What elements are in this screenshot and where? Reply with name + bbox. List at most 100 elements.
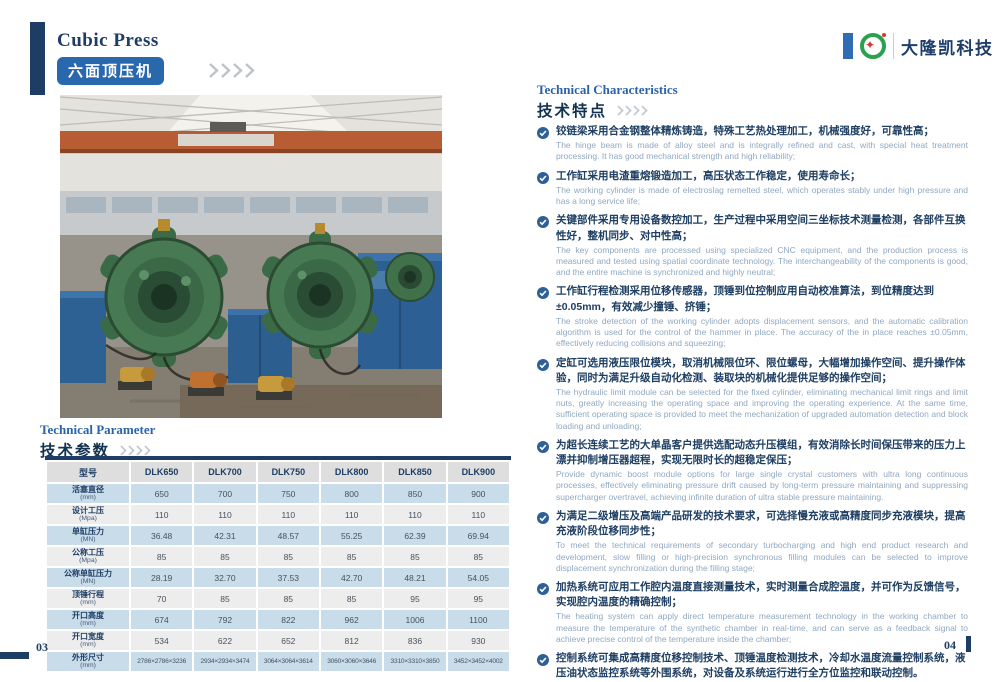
chevrons-icon — [208, 62, 260, 84]
feature-text-zh: 定缸可选用液压限位模块，取消机械限位环、限位螺母，大幅增加操作空间、提升操作体验… — [556, 356, 966, 384]
table-cell: 42.70 — [320, 568, 383, 587]
table-cell: 54.05 — [447, 568, 509, 587]
logo-registered-mark — [882, 33, 886, 37]
feature-item: 控制系统可集成高精度位移控制技术、顶锤温度检测技术，冷却水温度流量控制系统，液压… — [537, 651, 968, 682]
logo-divider — [893, 33, 894, 59]
table-cell: 85 — [257, 589, 319, 608]
feature-text-en: The stroke detection of the working cyli… — [556, 315, 968, 349]
check-icon — [537, 358, 549, 432]
row-label: 顶锤行程 (mm) — [47, 589, 129, 608]
page-title: Cubic Press — [57, 30, 159, 51]
page-number-right: 04 — [944, 638, 956, 652]
table-cell: 3064×3064×3614 — [257, 652, 319, 671]
table-cell: 1100 — [447, 610, 509, 629]
table-cell: 37.53 — [257, 568, 319, 587]
table-cell: 110 — [194, 505, 256, 524]
row-label: 公称单缸压力 (MN) — [47, 568, 129, 587]
feature-text-en: The hydraulic limit module can be select… — [556, 386, 968, 431]
feature-text-zh: 为超长连续工艺的大单晶客户提供选配动态升压模组，有效消除长时间保压带来的压力上漂… — [556, 438, 966, 467]
factory-photo — [60, 95, 442, 418]
check-icon — [537, 511, 549, 574]
check-icon — [537, 440, 549, 503]
company-name: 大隆凯科技 — [901, 38, 994, 58]
table-cell: 3060×3060×3646 — [320, 652, 383, 671]
section-title-parameter-zh: 技术参数 — [40, 443, 111, 460]
table-cell: 836 — [384, 631, 446, 650]
row-label: 设计工压 (Mpa) — [47, 505, 129, 524]
table-cell: 28.19 — [131, 568, 193, 587]
table-cell: 85 — [194, 547, 256, 566]
table-cell: 69.94 — [447, 526, 509, 545]
table-cell: 85 — [447, 547, 509, 566]
check-icon — [537, 126, 549, 163]
table-cell: 1006 — [384, 610, 446, 629]
feature-text-en: The working cylinder is made of electros… — [556, 184, 968, 207]
table-header-row: 型号 DLK650 DLK700 DLK750 DLK800 DLK850 DLK900 — [47, 462, 509, 482]
chevrons-icon — [120, 444, 151, 456]
table-row: 开口高度 (mm) 674 792 822 962 1006 1100 — [47, 610, 509, 629]
table-cell: 110 — [320, 505, 383, 524]
table-cell: 85 — [320, 589, 383, 608]
table-cell: 812 — [320, 631, 383, 650]
table-cell: 95 — [384, 589, 446, 608]
table-row: 公称工压 (Mpa) 85 85 85 85 85 85 — [47, 547, 509, 566]
table-cell: 110 — [131, 505, 193, 524]
footer-bar-right — [966, 636, 971, 652]
table-cell: 36.48 — [131, 526, 193, 545]
feature-item: 为满足二级增压及高端产品研发的技术要求，可选择慢充液或高精度同步充液模块，提高充… — [537, 509, 968, 574]
table-cell: 95 — [447, 589, 509, 608]
table-header-model-name: DLK650 — [131, 462, 193, 482]
section-title-characteristics-zh: 技术特点 — [537, 103, 608, 120]
table-cell: 2934×2934×3474 — [194, 652, 256, 671]
feature-item: 关键部件采用专用设备数控加工，生产过程中采用空间三坐标技术测量检测，各部件互换性… — [537, 213, 968, 278]
table-row: 外形尺寸 (mm) 2786×2786×3236 2934×2934×3474 3064… — [47, 652, 509, 671]
table-cell: 900 — [447, 484, 509, 503]
feature-text: 定缸可选用液压限位模块，取消机械限位环、限位螺母，大幅增加操作空间、提升操作体验… — [556, 356, 968, 432]
table-row: 公称单缸压力 (MN) 28.19 32.70 37.53 42.70 48.21 54.05 — [47, 568, 509, 587]
feature-item: 铰链梁采用合金钢整体精炼铸造，特殊工艺热处理加工，机械强度好，可靠性高； The … — [537, 124, 968, 163]
feature-item: 为超长连续工艺的大单晶客户提供选配动态升压模组，有效消除长时间保压带来的压力上漂… — [537, 438, 968, 503]
table-header-model-name: DLK900 — [447, 462, 509, 482]
table-cell: 42.31 — [194, 526, 256, 545]
table-header-model-name: DLK850 — [384, 462, 446, 482]
left-accent-bar — [30, 22, 45, 95]
table-header-model-name: DLK800 — [320, 462, 383, 482]
table-cell: 3310×3310×3850 — [384, 652, 446, 671]
table-cell: 622 — [194, 631, 256, 650]
table-cell: 32.70 — [194, 568, 256, 587]
table-cell: 850 — [384, 484, 446, 503]
table-cell: 750 — [257, 484, 319, 503]
chevrons-icon — [617, 104, 648, 116]
row-label: 开口高度 (mm) — [47, 610, 129, 629]
table-cell: 55.25 — [320, 526, 383, 545]
parameter-table: 型号 DLK650 DLK700 DLK750 DLK800 DLK850 DLK900 活… — [45, 456, 511, 673]
table-row: 设计工压 (Mpa) 110 110 110 110 110 110 — [47, 505, 509, 524]
table-cell: 85 — [131, 547, 193, 566]
section-title-parameter-en: Technical Parameter — [40, 422, 156, 437]
feature-item: 工作缸行程检测采用位移传感器，顶锤到位控制应用自动校准算法，到位精度达到±0.0… — [537, 284, 968, 349]
feature-text-zh: 为满足二级增压及高端产品研发的技术要求，可选择慢充液或高精度同步充液模块，提高充… — [556, 509, 966, 538]
row-label: 单缸压力 (MN) — [47, 526, 129, 545]
table-cell: 650 — [131, 484, 193, 503]
table-cell: 800 — [320, 484, 383, 503]
feature-text: 关键部件采用专用设备数控加工，生产过程中采用空间三坐标技术测量检测，各部件互换性… — [556, 213, 968, 278]
table-cell: 48.57 — [257, 526, 319, 545]
feature-item: 加热系统可应用工作腔内温度直接测量技术，实时测量合成腔温度，并可作为反馈信号，实… — [537, 580, 968, 645]
feature-text: 工作缸行程检测采用位移传感器，顶锤到位控制应用自动校准算法，到位精度达到±0.0… — [556, 284, 968, 349]
logo-bar-icon — [843, 33, 853, 59]
table-cell: 930 — [447, 631, 509, 650]
table-cell: 2786×2786×3236 — [131, 652, 193, 671]
table-cell: 110 — [257, 505, 319, 524]
feature-text-en: The hinge beam is made of alloy steel an… — [556, 140, 968, 162]
table-cell: 822 — [257, 610, 319, 629]
table-cell: 110 — [384, 505, 446, 524]
table-cell: 674 — [131, 610, 193, 629]
footer-bar-left — [0, 652, 29, 659]
logo-ring-icon: ✦ — [860, 33, 886, 59]
feature-text-zh: 工作缸采用电渣重熔锻造加工，高压状态工作稳定，使用寿命长； — [556, 169, 861, 182]
feature-text-en: The heating system can apply direct temp… — [556, 611, 968, 644]
table-cell: 962 — [320, 610, 383, 629]
feature-text-zh: 加热系统可应用工作腔内温度直接测量技术，实时测量合成腔温度，并可作为反馈信号，实… — [556, 581, 966, 609]
feature-text: 为满足二级增压及高端产品研发的技术要求，可选择慢充液或高精度同步充液模块，提高充… — [556, 509, 968, 574]
